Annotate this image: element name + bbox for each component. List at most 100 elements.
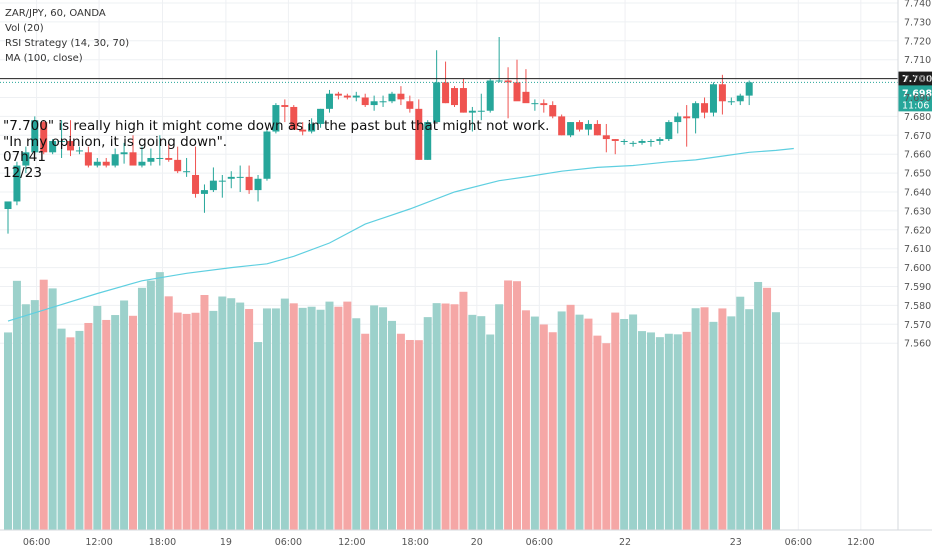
candle[interactable]: [111, 148, 119, 168]
candle[interactable]: [281, 99, 289, 123]
candle[interactable]: [352, 91, 360, 102]
candle-body: [424, 122, 432, 160]
candle[interactable]: [4, 201, 12, 234]
indicator-moving-average[interactable]: MA (100, close): [5, 53, 83, 64]
candle[interactable]: [263, 129, 271, 181]
candle[interactable]: [49, 139, 57, 155]
candle[interactable]: [531, 99, 539, 111]
candle[interactable]: [451, 86, 458, 107]
volume-bar: [682, 331, 691, 530]
candle[interactable]: [513, 59, 521, 102]
candle[interactable]: [120, 142, 128, 164]
text-annotation[interactable]: "7.700" is really high it might come dow…: [3, 118, 549, 181]
candle[interactable]: [477, 93, 485, 121]
candle[interactable]: [674, 112, 682, 134]
candle[interactable]: [254, 174, 262, 202]
candle[interactable]: [701, 97, 709, 119]
candle[interactable]: [459, 78, 467, 113]
candle[interactable]: [129, 135, 137, 166]
candle[interactable]: [504, 67, 512, 119]
candle[interactable]: [718, 74, 726, 115]
candle[interactable]: [549, 101, 557, 119]
candle[interactable]: [638, 139, 646, 145]
symbol-title[interactable]: ZAR/JPY, 60, OANDA: [5, 8, 106, 19]
candle[interactable]: [58, 120, 66, 158]
candle[interactable]: [576, 120, 584, 132]
candle[interactable]: [84, 146, 92, 168]
candle[interactable]: [406, 95, 414, 113]
volume-bar: [521, 310, 530, 530]
candle[interactable]: [31, 116, 39, 155]
candle[interactable]: [665, 120, 673, 141]
candle[interactable]: [620, 139, 628, 145]
candle[interactable]: [593, 120, 601, 136]
candle[interactable]: [442, 61, 450, 104]
candle-body: [584, 123, 592, 130]
candle[interactable]: [584, 120, 592, 136]
candle[interactable]: [522, 69, 530, 104]
candle[interactable]: [334, 91, 342, 100]
candle[interactable]: [200, 184, 208, 213]
candle[interactable]: [156, 135, 164, 166]
candle[interactable]: [227, 171, 235, 189]
candle[interactable]: [174, 146, 182, 174]
candle[interactable]: [647, 139, 655, 147]
candle[interactable]: [325, 89, 333, 113]
candle[interactable]: [370, 95, 378, 111]
candle[interactable]: [183, 157, 191, 177]
candle[interactable]: [736, 93, 744, 106]
candle[interactable]: [361, 93, 369, 107]
candle[interactable]: [397, 86, 405, 106]
candle[interactable]: [683, 105, 691, 147]
candle[interactable]: [308, 118, 316, 134]
candle[interactable]: [415, 99, 423, 160]
candle[interactable]: [236, 165, 244, 192]
candle[interactable]: [299, 122, 307, 136]
candle[interactable]: [343, 93, 351, 100]
candle[interactable]: [22, 146, 30, 174]
candle[interactable]: [165, 142, 173, 162]
candle[interactable]: [692, 101, 700, 134]
candle[interactable]: [745, 80, 753, 106]
indicator-volume[interactable]: Vol (20): [5, 23, 44, 34]
candle[interactable]: [209, 167, 217, 192]
candle[interactable]: [379, 95, 387, 107]
candle-body: [379, 101, 387, 103]
candle[interactable]: [629, 140, 637, 147]
candle[interactable]: [486, 78, 494, 113]
candle[interactable]: [138, 146, 146, 168]
candle[interactable]: [147, 148, 155, 166]
candle-body: [442, 82, 450, 104]
candle[interactable]: [93, 157, 101, 168]
candle[interactable]: [727, 97, 735, 106]
candle[interactable]: [424, 120, 432, 160]
candle[interactable]: [290, 105, 298, 130]
candlesticks[interactable]: [4, 37, 753, 234]
candle[interactable]: [602, 123, 610, 153]
candle[interactable]: [611, 139, 619, 155]
candle[interactable]: [13, 161, 21, 206]
volume-bar: [638, 331, 647, 530]
candle[interactable]: [567, 122, 575, 138]
indicator-rsi-strategy[interactable]: RSI Strategy (14, 30, 70): [5, 38, 130, 49]
candle[interactable]: [495, 37, 503, 83]
candle[interactable]: [317, 108, 325, 128]
candle[interactable]: [218, 174, 226, 198]
candle[interactable]: [272, 103, 280, 134]
candle[interactable]: [192, 146, 200, 198]
candle[interactable]: [102, 157, 110, 168]
candle[interactable]: [709, 82, 717, 117]
candle-body: [522, 91, 530, 104]
candle[interactable]: [433, 50, 441, 123]
candle[interactable]: [67, 120, 75, 157]
candle[interactable]: [245, 165, 253, 194]
candle[interactable]: [388, 91, 396, 104]
candle[interactable]: [558, 114, 566, 136]
candle[interactable]: [40, 120, 48, 155]
candle[interactable]: [75, 146, 83, 155]
candle[interactable]: [468, 106, 476, 132]
candle[interactable]: [540, 99, 548, 113]
candle[interactable]: [656, 137, 664, 145]
